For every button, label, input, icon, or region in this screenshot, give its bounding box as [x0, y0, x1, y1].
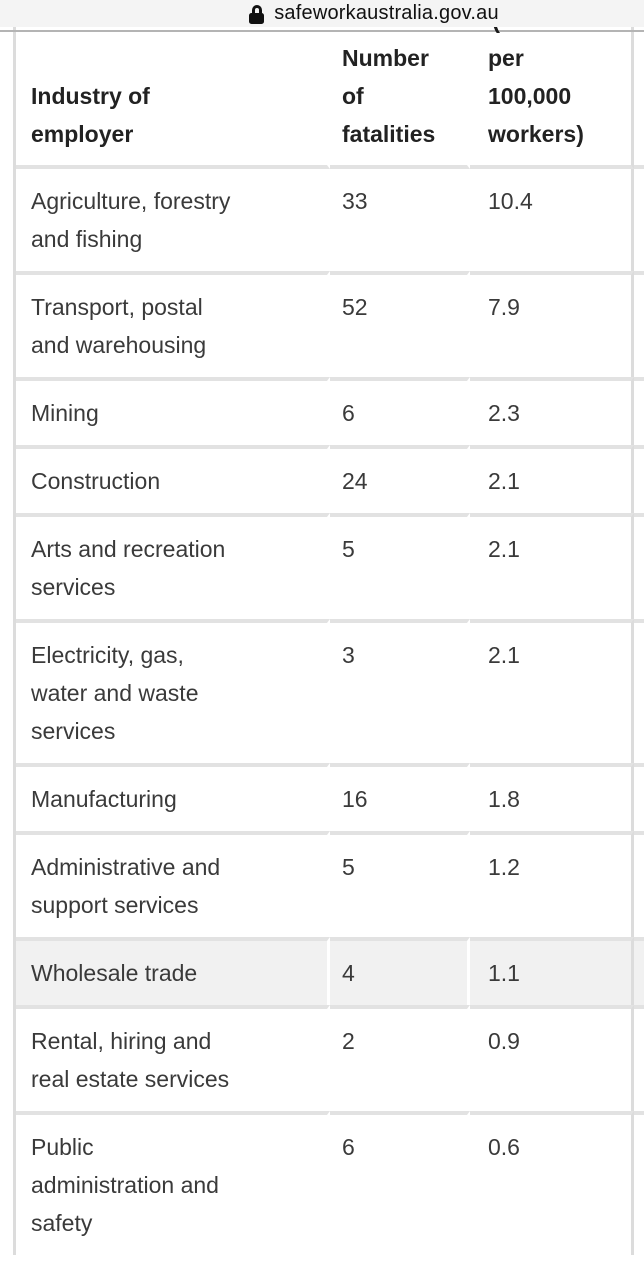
cell-industry: Transport, postal and warehousing	[16, 271, 330, 377]
cell-industry: Administrative and support services	[16, 831, 330, 937]
industry-line: Public	[31, 1134, 94, 1160]
cell-fatalities: 52	[330, 271, 470, 377]
fatalities-table: Industry of employer Number of fatalitie…	[13, 27, 644, 1255]
industry-line: services	[31, 718, 116, 744]
cell-rate: 2.1	[470, 513, 634, 619]
cell-spacer	[634, 831, 644, 937]
cell-fatalities: 4	[330, 937, 470, 1005]
header-fatalities-line1: Number	[342, 45, 429, 71]
cell-rate: 10.4	[470, 169, 634, 271]
browser-url-text: safeworkaustralia.gov.au	[274, 2, 499, 24]
clipped-header-paren-fragment: (	[492, 25, 506, 34]
cell-spacer	[634, 1005, 644, 1111]
header-rate: per 100,000 workers)	[470, 27, 634, 169]
header-industry-line2: employer	[31, 121, 134, 147]
cell-industry: Rental, hiring and real estate services	[16, 1005, 330, 1111]
cell-industry: Electricity, gas, water and waste services	[16, 619, 330, 763]
table-row: Mining 6 2.3	[16, 377, 644, 445]
industry-line: Wholesale trade	[31, 960, 198, 986]
header-industry: Industry of employer	[16, 27, 330, 169]
cell-industry: Manufacturing	[16, 763, 330, 831]
cell-fatalities: 16	[330, 763, 470, 831]
table-row: Rental, hiring and real estate services 2…	[16, 1005, 644, 1111]
cell-rate: 0.6	[470, 1111, 634, 1255]
cell-fatalities: 6	[330, 377, 470, 445]
lock-body	[249, 12, 265, 24]
table-row: Public administration and safety 6 0.6	[16, 1111, 644, 1255]
url-group: safeworkaustralia.gov.au	[249, 2, 499, 25]
table-row: Manufacturing 16 1.8	[16, 763, 644, 831]
browser-url-bar[interactable]: safeworkaustralia.gov.au	[0, 0, 644, 27]
table-row: Electricity, gas, water and waste services…	[16, 619, 644, 763]
paren-glyph: (	[492, 25, 506, 33]
lock-shackle	[251, 4, 262, 13]
industry-line: Rental, hiring and	[31, 1028, 212, 1054]
header-rate-line2: 100,000	[488, 83, 572, 109]
cell-fatalities: 2	[330, 1005, 470, 1111]
cell-industry: Public administration and safety	[16, 1111, 330, 1255]
cell-fatalities: 5	[330, 831, 470, 937]
cell-rate: 2.1	[470, 445, 634, 513]
industry-line: Agriculture, forestry	[31, 188, 231, 214]
cell-industry: Construction	[16, 445, 330, 513]
table-row: Agriculture, forestry and fishing 33 10.4	[16, 169, 644, 271]
industry-line: Administrative and	[31, 854, 221, 880]
cell-fatalities: 5	[330, 513, 470, 619]
table-row: Wholesale trade 4 1.1	[16, 937, 644, 1005]
industry-line: Arts and recreation	[31, 536, 226, 562]
cell-spacer	[634, 513, 644, 619]
header-industry-line1: Industry of	[31, 83, 150, 109]
header-spacer	[634, 27, 644, 169]
cell-fatalities: 3	[330, 619, 470, 763]
industry-line: support services	[31, 892, 199, 918]
header-fatalities-line2: of	[342, 83, 364, 109]
industry-line: administration and	[31, 1172, 219, 1198]
cell-spacer	[634, 1111, 644, 1255]
industry-line: Transport, postal	[31, 294, 203, 320]
cell-fatalities: 24	[330, 445, 470, 513]
cell-spacer	[634, 377, 644, 445]
cell-fatalities: 6	[330, 1111, 470, 1255]
industry-line: Electricity, gas,	[31, 642, 184, 668]
industry-line: Construction	[31, 468, 161, 494]
cell-spacer	[634, 937, 644, 1005]
cell-rate: 0.9	[470, 1005, 634, 1111]
header-rate-line1: per	[488, 45, 524, 71]
table-header-row: Industry of employer Number of fatalitie…	[16, 27, 644, 169]
toolbar-hairline	[0, 30, 644, 32]
industry-line: services	[31, 574, 116, 600]
industry-line: safety	[31, 1210, 93, 1236]
table-row: Arts and recreation services 5 2.1	[16, 513, 644, 619]
industry-line: real estate services	[31, 1066, 230, 1092]
cell-rate: 1.8	[470, 763, 634, 831]
industry-line: Mining	[31, 400, 99, 426]
industry-line: and warehousing	[31, 332, 207, 358]
cell-rate: 1.1	[470, 937, 634, 1005]
cell-industry: Wholesale trade	[16, 937, 330, 1005]
cell-spacer	[634, 619, 644, 763]
table-row: Construction 24 2.1	[16, 445, 644, 513]
header-rate-line3: workers)	[488, 121, 584, 147]
header-fatalities-line3: fatalities	[342, 121, 436, 147]
industry-line: Manufacturing	[31, 786, 177, 812]
cell-spacer	[634, 271, 644, 377]
cell-rate: 1.2	[470, 831, 634, 937]
cell-fatalities: 33	[330, 169, 470, 271]
industry-line: water and waste	[31, 680, 199, 706]
cell-rate: 7.9	[470, 271, 634, 377]
cell-industry: Mining	[16, 377, 330, 445]
cell-industry: Arts and recreation services	[16, 513, 330, 619]
header-fatalities: Number of fatalities	[330, 27, 470, 169]
cell-rate: 2.3	[470, 377, 634, 445]
industry-line: and fishing	[31, 226, 143, 252]
cell-spacer	[634, 445, 644, 513]
cell-rate: 2.1	[470, 619, 634, 763]
cell-spacer	[634, 169, 644, 271]
page-content: Industry of employer Number of fatalitie…	[0, 27, 644, 1269]
cell-spacer	[634, 763, 644, 831]
table-row: Transport, postal and warehousing 52 7.9	[16, 271, 644, 377]
lock-icon	[249, 4, 265, 24]
table-row: Administrative and support services 5 1.2	[16, 831, 644, 937]
cell-industry: Agriculture, forestry and fishing	[16, 169, 330, 271]
